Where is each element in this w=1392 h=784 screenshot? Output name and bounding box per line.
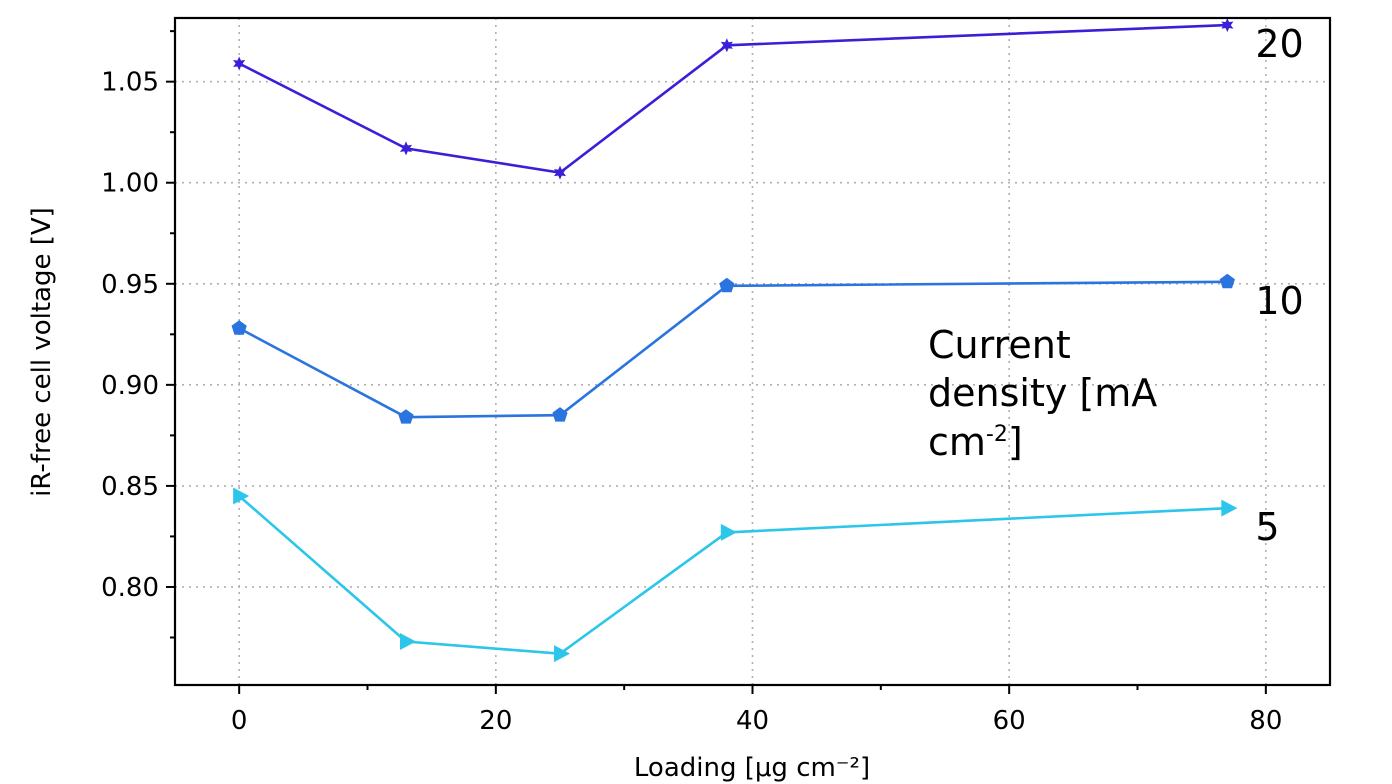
series-line xyxy=(238,495,1228,656)
series-layer xyxy=(231,18,1238,663)
data-point xyxy=(400,633,416,651)
series-label: 20 xyxy=(1255,22,1303,66)
x-tick-label: 80 xyxy=(1249,706,1282,736)
x-tick-label: 0 xyxy=(231,706,248,736)
y-tick-label: 1.00 xyxy=(101,169,159,199)
annotation-line-1: Current xyxy=(928,323,1071,367)
data-point xyxy=(1221,499,1238,517)
y-tick-label: 0.85 xyxy=(101,472,159,502)
series-10 xyxy=(231,273,1235,424)
data-point xyxy=(553,165,567,180)
x-axis-label: Loading [μg cm⁻²] xyxy=(634,753,870,783)
series-5 xyxy=(233,487,1238,663)
x-tick-label: 20 xyxy=(479,706,512,736)
series-label: 10 xyxy=(1255,279,1303,323)
series-labels: 20 10 5 xyxy=(1255,22,1303,549)
data-point xyxy=(1221,18,1234,33)
data-point xyxy=(719,277,735,293)
y-tick-label: 1.05 xyxy=(101,68,159,98)
series-line xyxy=(238,23,1228,174)
data-point xyxy=(554,645,570,663)
annotation-bracket: ] xyxy=(1008,420,1023,464)
y-tick-label: 0.80 xyxy=(101,573,159,603)
y-axis-label: iR-free cell voltage [V] xyxy=(27,207,57,497)
data-point xyxy=(231,320,247,335)
y-tick-label: 0.95 xyxy=(101,270,159,300)
data-point xyxy=(398,409,414,424)
annotation-unit: cm xyxy=(928,420,986,464)
data-point xyxy=(720,38,733,53)
data-point xyxy=(233,56,246,71)
axis-ticks: 0 20 40 60 80 0.80 0.85 0.90 0.95 1.00 1.05 xyxy=(101,30,1282,736)
y-tick-label: 0.90 xyxy=(101,371,159,401)
current-density-annotation: Current density [mA cm-2] xyxy=(928,323,1157,464)
x-tick-label: 40 xyxy=(736,706,769,736)
series-20 xyxy=(233,18,1234,180)
annotation-line-3: cm-2] xyxy=(928,420,1023,464)
series-label: 5 xyxy=(1255,505,1279,549)
data-point xyxy=(552,407,568,422)
data-point xyxy=(1219,273,1235,289)
data-point xyxy=(233,487,250,505)
data-point xyxy=(399,141,413,156)
x-tick-label: 60 xyxy=(993,706,1026,736)
annotation-line-2: density [mA xyxy=(928,371,1157,415)
annotation-exponent: -2 xyxy=(986,422,1008,447)
data-point xyxy=(720,523,737,541)
